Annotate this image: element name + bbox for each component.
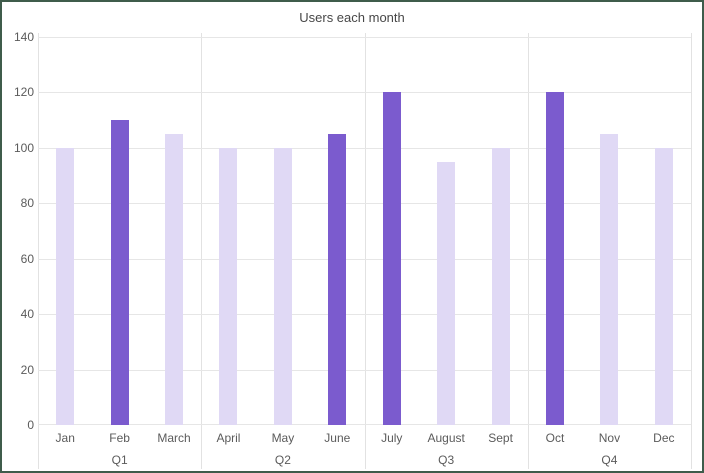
gridline-60 — [38, 259, 691, 260]
x-label-july: July — [381, 431, 403, 445]
bar-slot-march — [147, 37, 201, 425]
bar-slot-nov — [582, 37, 636, 425]
bar-sept[interactable] — [491, 148, 510, 425]
y-tick-label-120: 120 — [13, 85, 34, 100]
bar-slot-july — [365, 37, 419, 425]
x-label-may: May — [271, 431, 295, 445]
bar-oct[interactable] — [546, 92, 564, 425]
group-label-q1: Q1 — [111, 453, 128, 467]
gridline-40 — [38, 314, 691, 315]
y-tick-label-100: 100 — [13, 140, 34, 155]
x-label-nov: Nov — [598, 431, 621, 445]
chart-title: Users each month — [299, 10, 405, 25]
group-separator-1 — [201, 33, 203, 469]
y-tick-label-0: 0 — [27, 418, 34, 432]
bar-slot-oct — [528, 37, 582, 425]
x-label-sept: Sept — [488, 431, 513, 445]
x-label-dec: Dec — [653, 431, 675, 445]
group-separator-4 — [691, 33, 692, 469]
bar-slot-may — [256, 37, 310, 425]
gridline-100 — [38, 148, 691, 149]
x-label-jan: Jan — [55, 431, 75, 445]
bar-april[interactable] — [219, 148, 238, 425]
plot-area — [38, 37, 691, 425]
group-separator-3 — [527, 33, 529, 469]
bar-june[interactable] — [328, 134, 347, 425]
bar-jan[interactable] — [56, 148, 75, 425]
group-separator-2 — [364, 33, 366, 469]
y-tick-label-140: 140 — [13, 30, 34, 44]
bar-dec[interactable] — [654, 148, 673, 425]
bar-slot-august — [419, 37, 473, 425]
x-axis-month-labels: Jan Feb March April May June July August Sept Oct… — [38, 426, 691, 450]
bar-march[interactable] — [165, 134, 184, 425]
gridline-80 — [38, 203, 691, 204]
group-label-q2: Q2 — [274, 453, 291, 467]
bar-may[interactable] — [273, 148, 292, 425]
group-label-q3: Q3 — [438, 453, 455, 467]
x-axis-quarter-labels: Q1 Q2 Q3 Q4 — [38, 450, 691, 470]
y-tick-label-60: 60 — [20, 251, 34, 266]
bars-row — [38, 37, 691, 425]
bar-slot-april — [201, 37, 255, 425]
bar-feb[interactable] — [110, 120, 129, 425]
bar-slot-dec — [637, 37, 691, 425]
y-tick-label-40: 40 — [20, 307, 34, 322]
bar-slot-jan — [38, 37, 92, 425]
gridline-0 — [38, 424, 691, 425]
x-label-august: August — [427, 431, 465, 445]
bar-july[interactable] — [382, 92, 401, 425]
bar-nov[interactable] — [600, 134, 619, 425]
x-label-oct: Oct — [545, 431, 565, 445]
y-tick-label-80: 80 — [20, 196, 34, 211]
x-label-april: April — [216, 431, 241, 445]
y-tick-label-20: 20 — [20, 362, 34, 377]
bar-slot-sept — [473, 37, 527, 425]
gridline-140 — [38, 37, 691, 38]
x-label-march: March — [157, 431, 191, 445]
x-label-feb: Feb — [109, 431, 130, 445]
bar-august[interactable] — [437, 162, 456, 425]
x-label-june: June — [324, 431, 351, 445]
group-separator-0 — [38, 33, 39, 469]
bar-slot-feb — [92, 37, 146, 425]
group-label-q4: Q4 — [601, 453, 618, 467]
bar-slot-june — [310, 37, 364, 425]
gridline-20 — [38, 370, 691, 371]
gridline-120 — [38, 92, 691, 93]
